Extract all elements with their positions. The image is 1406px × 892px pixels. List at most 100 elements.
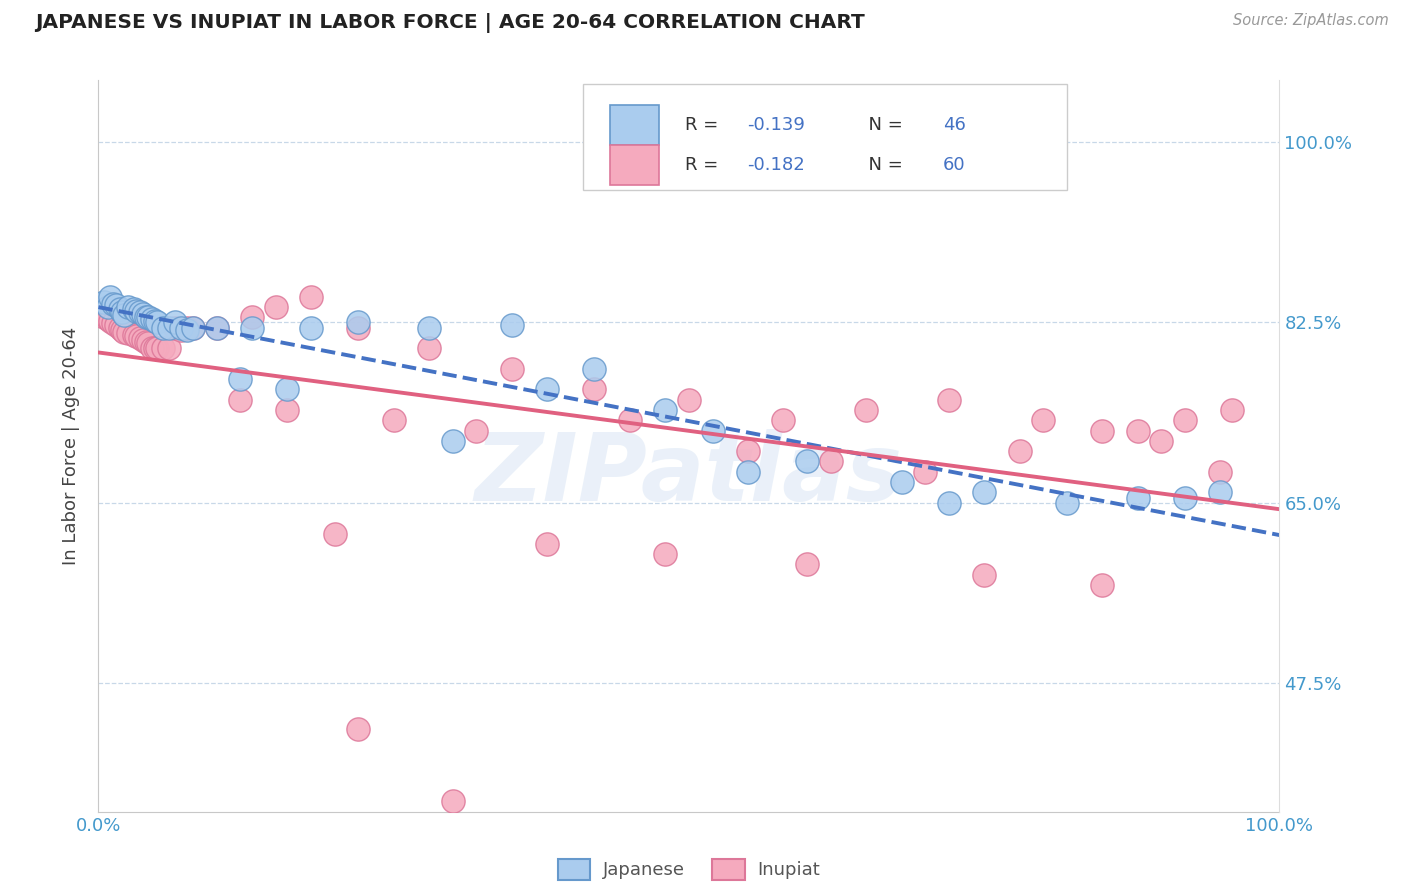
Text: 60: 60 bbox=[943, 155, 966, 174]
Point bbox=[737, 465, 759, 479]
Point bbox=[465, 424, 488, 438]
Point bbox=[418, 320, 440, 334]
Point bbox=[501, 318, 523, 333]
Point bbox=[176, 322, 198, 336]
Point bbox=[1008, 444, 1031, 458]
Point bbox=[146, 341, 169, 355]
FancyBboxPatch shape bbox=[610, 105, 659, 145]
Point bbox=[583, 361, 606, 376]
Point bbox=[143, 314, 166, 328]
Point bbox=[1126, 491, 1149, 505]
Point bbox=[229, 392, 252, 407]
Point bbox=[143, 341, 166, 355]
Point bbox=[323, 526, 346, 541]
Point bbox=[170, 322, 193, 336]
Point bbox=[117, 326, 139, 340]
Point bbox=[1209, 465, 1232, 479]
Point bbox=[820, 454, 842, 468]
Point bbox=[152, 341, 174, 355]
Point bbox=[112, 308, 135, 322]
Point bbox=[855, 403, 877, 417]
Point bbox=[128, 331, 150, 345]
Point bbox=[108, 320, 131, 334]
Point bbox=[299, 290, 322, 304]
Point bbox=[111, 305, 134, 319]
Point bbox=[1091, 424, 1114, 438]
Point bbox=[890, 475, 912, 489]
Point bbox=[973, 485, 995, 500]
Point bbox=[112, 325, 135, 339]
Point bbox=[128, 305, 150, 319]
Point bbox=[796, 454, 818, 468]
Text: ZIPatlas: ZIPatlas bbox=[475, 429, 903, 521]
Point bbox=[98, 290, 121, 304]
Point bbox=[165, 315, 187, 329]
Point bbox=[135, 310, 157, 325]
Y-axis label: In Labor Force | Age 20-64: In Labor Force | Age 20-64 bbox=[62, 326, 80, 566]
Point bbox=[111, 322, 134, 336]
Point bbox=[973, 567, 995, 582]
Point bbox=[347, 315, 370, 329]
Point bbox=[117, 300, 139, 314]
Point bbox=[654, 403, 676, 417]
Point bbox=[165, 320, 187, 334]
Point bbox=[772, 413, 794, 427]
Point bbox=[135, 334, 157, 349]
Point bbox=[157, 320, 180, 334]
Point bbox=[181, 320, 204, 334]
Point bbox=[105, 298, 128, 312]
Point bbox=[264, 300, 287, 314]
Point bbox=[619, 413, 641, 427]
Text: 46: 46 bbox=[943, 116, 966, 134]
Point bbox=[176, 320, 198, 334]
Point bbox=[938, 496, 960, 510]
Point bbox=[122, 301, 145, 316]
Point bbox=[157, 341, 180, 355]
Point bbox=[678, 392, 700, 407]
Point bbox=[146, 315, 169, 329]
Point bbox=[1150, 434, 1173, 448]
Point bbox=[122, 327, 145, 342]
FancyBboxPatch shape bbox=[582, 84, 1067, 190]
Point bbox=[276, 403, 298, 417]
Point bbox=[418, 341, 440, 355]
Point bbox=[125, 328, 148, 343]
Point bbox=[1056, 496, 1078, 510]
Point bbox=[136, 336, 159, 351]
Point bbox=[347, 723, 370, 737]
Point bbox=[141, 312, 163, 326]
Point bbox=[240, 320, 263, 334]
Point bbox=[1220, 403, 1243, 417]
Point bbox=[501, 361, 523, 376]
Point bbox=[141, 341, 163, 355]
Text: JAPANESE VS INUPIAT IN LABOR FORCE | AGE 20-64 CORRELATION CHART: JAPANESE VS INUPIAT IN LABOR FORCE | AGE… bbox=[35, 13, 865, 33]
Text: -0.139: -0.139 bbox=[747, 116, 804, 134]
Point bbox=[132, 307, 155, 321]
Point bbox=[97, 312, 120, 326]
Point bbox=[101, 297, 124, 311]
Point bbox=[240, 310, 263, 325]
Point bbox=[914, 465, 936, 479]
Point bbox=[299, 320, 322, 334]
Point bbox=[702, 424, 724, 438]
Point bbox=[93, 294, 115, 309]
Point bbox=[152, 320, 174, 334]
Text: N =: N = bbox=[856, 155, 908, 174]
Point bbox=[276, 382, 298, 396]
Point bbox=[101, 317, 124, 331]
Point bbox=[229, 372, 252, 386]
Point bbox=[97, 300, 120, 314]
Point bbox=[1209, 485, 1232, 500]
Point bbox=[1126, 424, 1149, 438]
Point bbox=[1091, 578, 1114, 592]
Text: Source: ZipAtlas.com: Source: ZipAtlas.com bbox=[1233, 13, 1389, 29]
Point bbox=[583, 382, 606, 396]
FancyBboxPatch shape bbox=[610, 145, 659, 185]
Point bbox=[1174, 413, 1197, 427]
Point bbox=[205, 320, 228, 334]
Point bbox=[205, 320, 228, 334]
Point bbox=[1174, 491, 1197, 505]
Point bbox=[125, 304, 148, 318]
Legend: Japanese, Inupiat: Japanese, Inupiat bbox=[551, 852, 827, 887]
Text: N =: N = bbox=[856, 116, 908, 134]
